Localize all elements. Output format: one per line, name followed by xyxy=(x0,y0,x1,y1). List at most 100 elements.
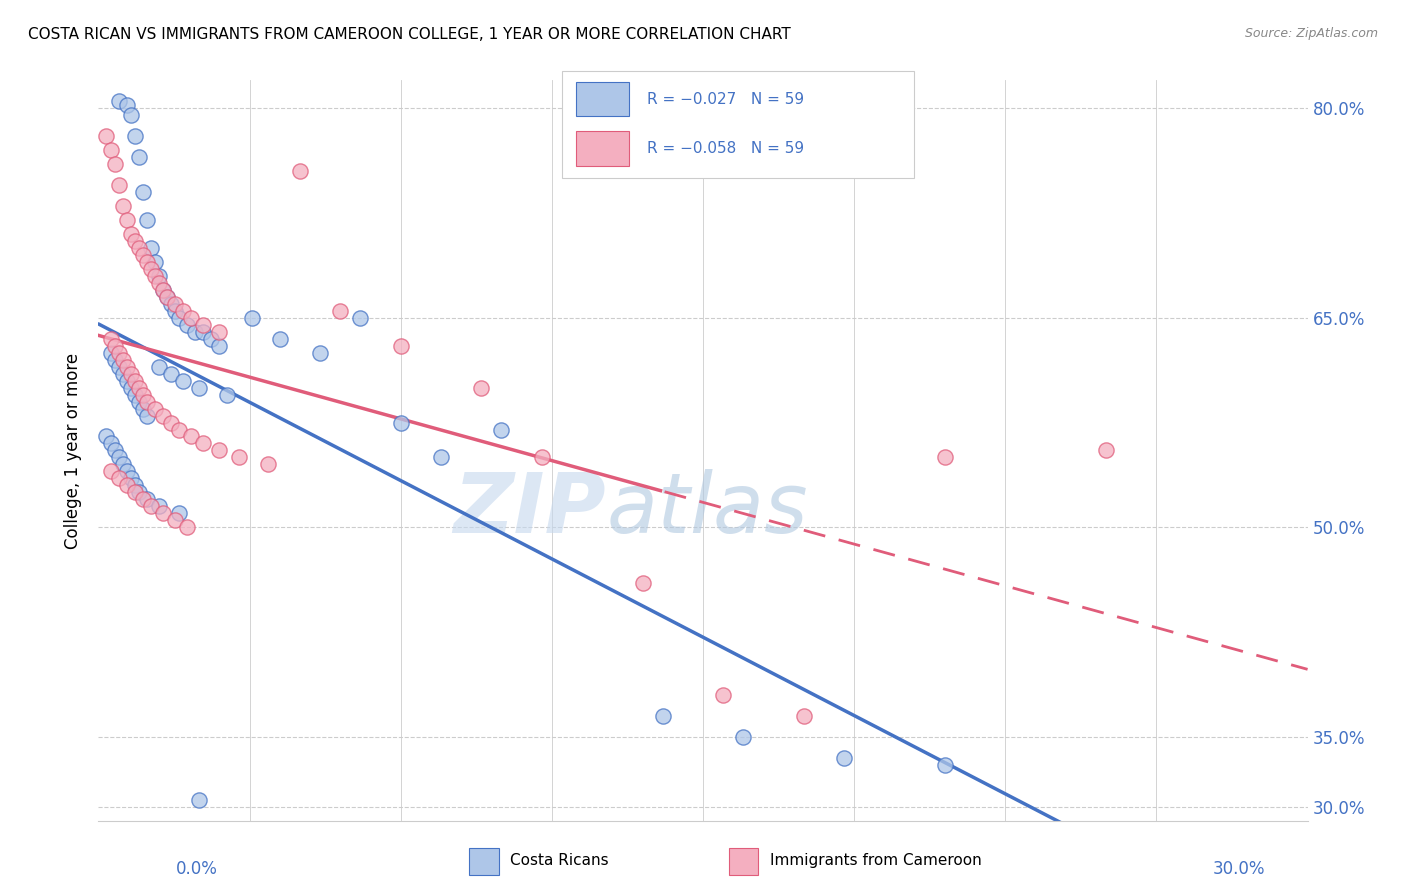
Point xyxy=(103,443,125,458)
Point xyxy=(124,234,146,248)
Point xyxy=(180,429,202,443)
Point xyxy=(107,359,129,374)
Point xyxy=(176,520,198,534)
Point xyxy=(143,268,166,283)
Point xyxy=(163,513,186,527)
Point xyxy=(107,345,129,359)
Point xyxy=(100,345,122,359)
Point xyxy=(934,450,956,465)
Point xyxy=(128,150,150,164)
Point xyxy=(193,318,215,332)
Point xyxy=(269,332,291,346)
Point xyxy=(631,576,654,591)
Point xyxy=(115,478,138,492)
Point xyxy=(148,500,170,514)
Point xyxy=(139,500,162,514)
Point xyxy=(163,297,186,311)
Point xyxy=(111,199,134,213)
Text: Immigrants from Cameroon: Immigrants from Cameroon xyxy=(770,854,981,868)
Point xyxy=(115,359,138,374)
Point xyxy=(107,450,129,465)
Point xyxy=(176,318,198,332)
Point xyxy=(256,458,278,472)
Point xyxy=(152,283,174,297)
Point xyxy=(120,471,142,485)
Point xyxy=(160,297,183,311)
Point xyxy=(135,394,157,409)
Point xyxy=(100,464,122,478)
Point xyxy=(188,793,211,807)
Point xyxy=(160,367,183,381)
FancyBboxPatch shape xyxy=(562,71,914,178)
Point xyxy=(132,185,155,199)
Point xyxy=(135,492,157,507)
Point xyxy=(103,352,125,367)
Bar xyxy=(470,848,499,875)
Point xyxy=(139,261,162,276)
Point xyxy=(430,450,453,465)
Text: Source: ZipAtlas.com: Source: ZipAtlas.com xyxy=(1244,27,1378,40)
Point xyxy=(132,401,155,416)
Point xyxy=(115,98,138,112)
Point xyxy=(100,332,122,346)
Point xyxy=(107,94,129,108)
Point xyxy=(530,450,553,465)
Point xyxy=(143,255,166,269)
Point xyxy=(148,268,170,283)
Point xyxy=(200,332,222,346)
Point xyxy=(111,352,134,367)
Point xyxy=(188,381,211,395)
Point xyxy=(124,374,146,388)
Point xyxy=(793,709,815,723)
Point xyxy=(124,485,146,500)
Point xyxy=(100,143,122,157)
Point xyxy=(96,429,118,443)
Point xyxy=(100,436,122,450)
Point xyxy=(120,108,142,122)
Point xyxy=(160,416,183,430)
Point xyxy=(148,276,170,290)
Text: COSTA RICAN VS IMMIGRANTS FROM CAMEROON COLLEGE, 1 YEAR OR MORE CORRELATION CHAR: COSTA RICAN VS IMMIGRANTS FROM CAMEROON … xyxy=(28,27,790,42)
Point xyxy=(111,367,134,381)
Text: atlas: atlas xyxy=(606,469,808,550)
Point xyxy=(208,339,231,353)
Point xyxy=(120,381,142,395)
Point xyxy=(1095,443,1118,458)
Point xyxy=(349,310,371,325)
Point xyxy=(156,290,179,304)
Text: Costa Ricans: Costa Ricans xyxy=(510,854,609,868)
Text: 30.0%: 30.0% xyxy=(1213,860,1265,878)
Point xyxy=(156,290,179,304)
Point xyxy=(309,345,332,359)
Point xyxy=(228,450,250,465)
Point xyxy=(733,730,755,744)
Point xyxy=(208,443,231,458)
Point xyxy=(193,436,215,450)
Point xyxy=(124,129,146,144)
Point xyxy=(193,325,215,339)
Point xyxy=(115,464,138,478)
Point xyxy=(152,409,174,423)
Point xyxy=(288,164,311,178)
Point xyxy=(152,283,174,297)
Point xyxy=(107,471,129,485)
Point xyxy=(148,359,170,374)
Point xyxy=(208,325,231,339)
Point xyxy=(217,387,239,401)
Point xyxy=(152,506,174,520)
Text: R = −0.058   N = 59: R = −0.058 N = 59 xyxy=(647,141,804,156)
Point xyxy=(240,310,263,325)
Point xyxy=(128,241,150,255)
Point xyxy=(128,394,150,409)
Text: R = −0.027   N = 59: R = −0.027 N = 59 xyxy=(647,92,804,107)
Bar xyxy=(576,82,630,116)
Point xyxy=(491,423,513,437)
Point xyxy=(124,478,146,492)
Point xyxy=(832,751,855,765)
Point xyxy=(132,248,155,262)
Point xyxy=(135,213,157,227)
Point xyxy=(651,709,673,723)
Point xyxy=(180,310,202,325)
Point xyxy=(103,157,125,171)
Point xyxy=(132,492,155,507)
